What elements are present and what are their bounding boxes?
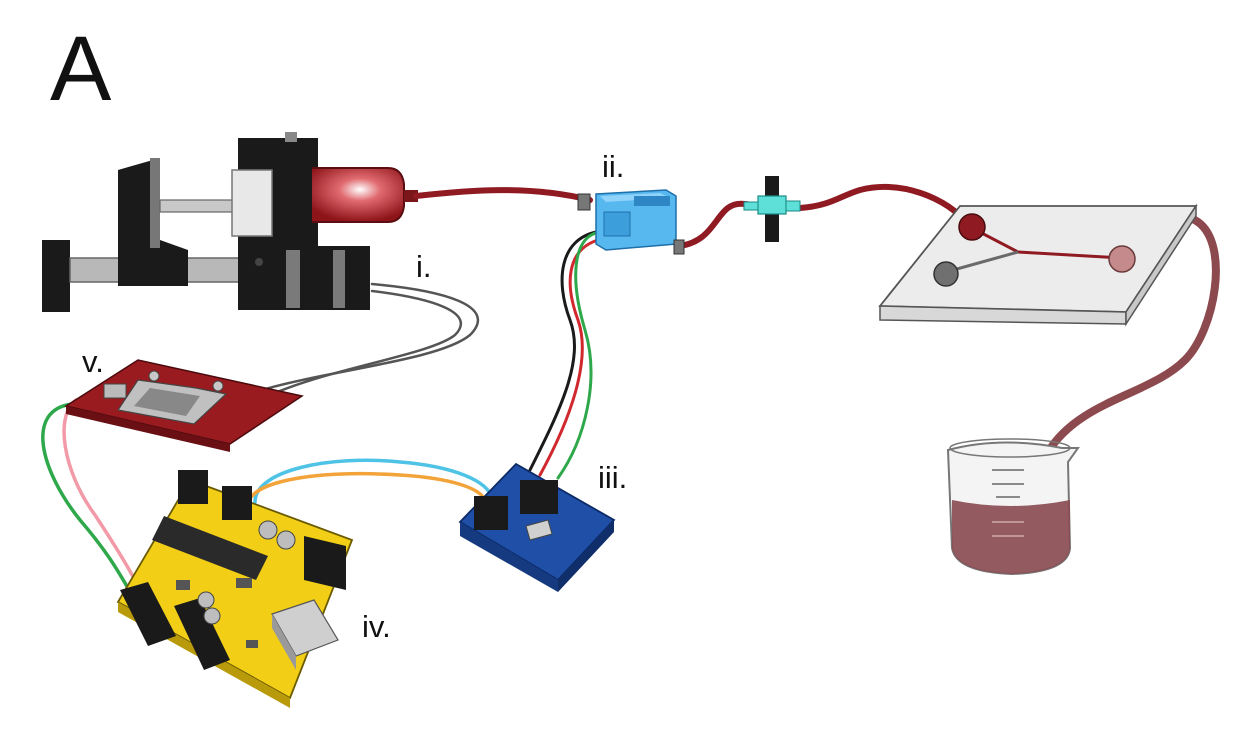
tube-valve-to-chip [797, 184, 973, 229]
arduino-sensor-wire-orange [246, 472, 488, 507]
tube-syringe-to-sensor [413, 187, 593, 203]
wires [41, 230, 602, 590]
valve-icon [743, 176, 801, 242]
label-i: i. [416, 249, 432, 284]
microfluidic-chip-icon [878, 203, 1198, 327]
beaker-icon [946, 438, 1080, 576]
arduino-sensor-wire-cyan [253, 458, 494, 504]
motor-driver-board-icon [64, 359, 304, 452]
board-arduino-wire-pink [62, 398, 140, 588]
label-iv: iv. [362, 609, 391, 644]
sensor-wire-dark [528, 230, 598, 472]
flow-sensor-icon [577, 189, 685, 255]
sensor-board-icon [458, 462, 616, 592]
label-ii: ii. [602, 149, 624, 184]
sensor-wire-red [538, 238, 600, 477]
label-v: v. [82, 344, 104, 379]
sensor-wire-green [556, 230, 602, 480]
panel-letter: A [50, 18, 112, 120]
arduino-board-icon [116, 470, 354, 708]
board-arduino-wire-green [41, 402, 130, 590]
syringe-pump-icon [42, 132, 418, 312]
pump-motor-wire-b [266, 289, 463, 398]
label-iii: iii. [598, 460, 627, 495]
